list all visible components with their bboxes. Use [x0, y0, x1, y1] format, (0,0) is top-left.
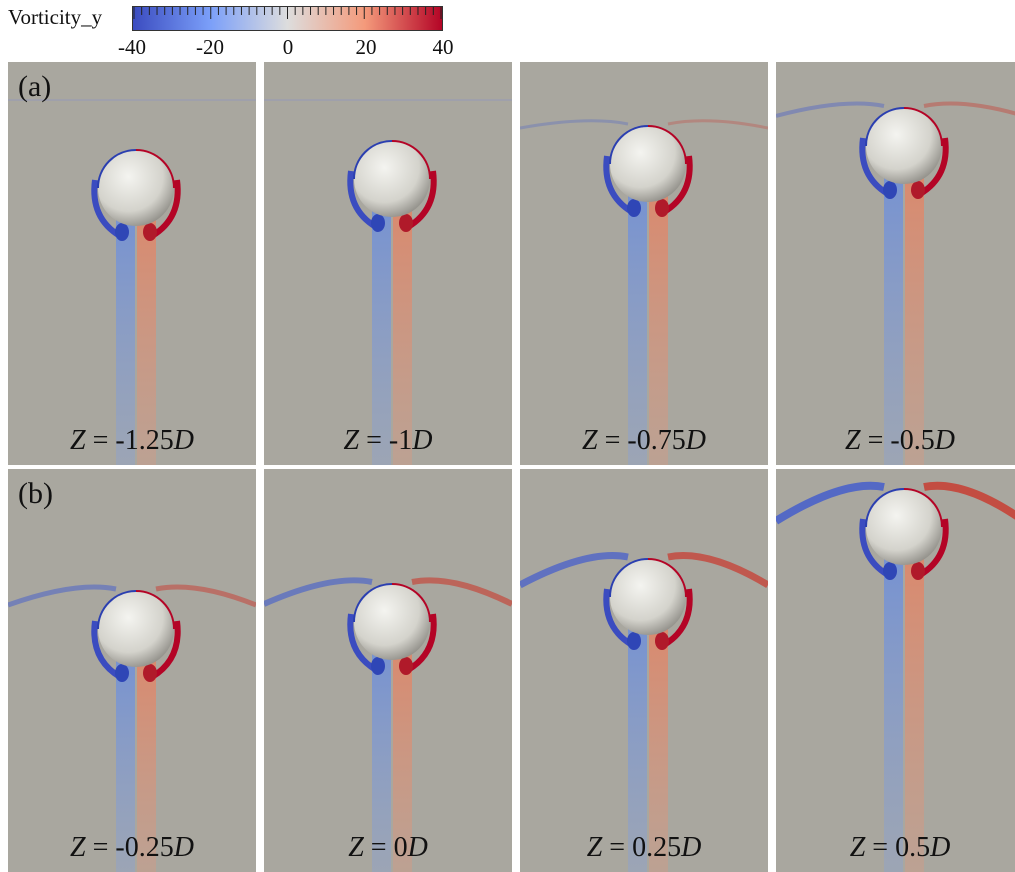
panel-a4: Z = -0.5D [776, 62, 1015, 465]
vorticity-field [520, 119, 768, 465]
colorbar: Vorticity_y -40 -20 0 20 40 [0, 0, 460, 62]
z-position-label: Z = 0.5D [849, 832, 951, 863]
panel-a2: Z = -1D [264, 62, 512, 465]
z-position-label: Z = -1D [343, 425, 433, 456]
row-label: (a) [18, 70, 52, 103]
colorbar-title: Vorticity_y [8, 5, 103, 29]
vorticity-field [8, 99, 256, 465]
colorbar-tick-label: 20 [355, 35, 377, 59]
colorbar-tick-label: 0 [282, 35, 294, 59]
z-position-label: Z = -0.75D [582, 425, 706, 456]
panel-a1: (a) Z = -1.25D [8, 62, 256, 465]
panel-b2: Z = 0D [264, 469, 512, 872]
panel-b4: Z = 0.5D [776, 469, 1015, 872]
panel-a3: Z = -0.75D [520, 62, 768, 465]
colorbar-tick-label: -40 [118, 35, 146, 59]
vorticity-field [264, 577, 512, 872]
colorbar-gradient [132, 6, 443, 31]
vorticity-field [776, 101, 1015, 465]
vorticity-field [264, 99, 512, 465]
z-position-label: Z = -0.5D [845, 425, 955, 456]
row-label: (b) [18, 477, 53, 510]
z-position-label: Z = 0D [348, 832, 428, 863]
vorticity-field [8, 584, 256, 872]
colorbar-minor-ticks [133, 7, 442, 19]
z-position-label: Z = -0.25D [70, 832, 194, 863]
z-position-label: Z = 0.25D [586, 832, 702, 863]
panel-b3: Z = 0.25D [520, 469, 768, 872]
colorbar-tick-label: -20 [196, 35, 224, 59]
vorticity-field [776, 481, 1015, 872]
panel-b1: (b) Z = -0.25D [8, 469, 256, 872]
colorbar-tick-label: 40 [432, 35, 454, 59]
vorticity-field [520, 552, 768, 872]
z-position-label: Z = -1.25D [70, 425, 194, 456]
